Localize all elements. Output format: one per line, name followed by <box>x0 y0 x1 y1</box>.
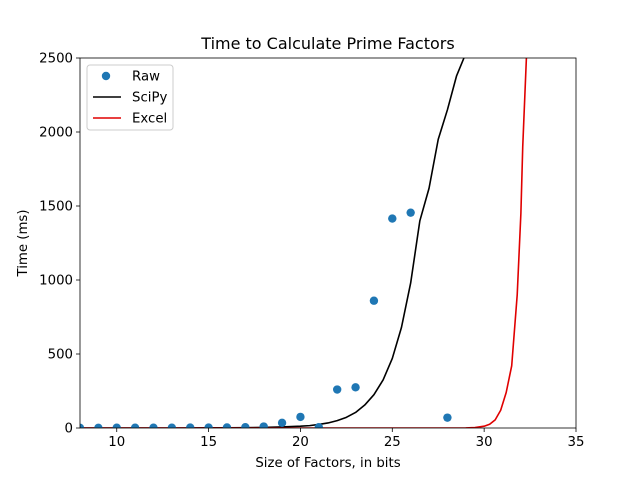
y-tick-label: 500 <box>48 348 73 363</box>
x-tick-label: 15 <box>200 435 217 450</box>
x-tick-label: 30 <box>476 435 493 450</box>
x-tick-label: 25 <box>384 435 401 450</box>
data-point <box>277 418 287 428</box>
data-point <box>112 423 121 428</box>
data-point <box>130 423 140 428</box>
data-point <box>94 423 103 428</box>
legend-label: Raw <box>132 70 160 85</box>
x-axis-label: Size of Factors, in bits <box>255 456 400 471</box>
data-point <box>186 423 195 428</box>
data-point <box>167 423 177 428</box>
data-point <box>443 413 452 422</box>
data-point <box>369 296 379 305</box>
y-tick-label: 1000 <box>39 274 73 289</box>
y-tick-label: 1500 <box>39 200 73 215</box>
x-tick-label: 10 <box>108 435 125 450</box>
legend: Raw SciPy Excel <box>86 64 174 131</box>
y-tick-label: 0 <box>65 422 73 437</box>
series-line-excel <box>80 58 528 428</box>
data-point <box>406 208 415 217</box>
axes-frame <box>79 57 577 429</box>
x-tick-label: 35 <box>568 435 585 450</box>
x-axis: 10 15 20 25 30 35 <box>108 428 584 450</box>
data-point <box>388 214 397 223</box>
plot-area <box>80 58 528 428</box>
data-point <box>241 423 250 428</box>
data-point <box>296 412 305 422</box>
data-point <box>149 423 158 428</box>
y-axis-label: Time (ms) <box>16 209 31 277</box>
data-point <box>204 423 213 428</box>
legend-marker-raw <box>101 71 111 81</box>
data-point <box>222 423 232 428</box>
data-point <box>259 422 268 428</box>
data-point <box>314 423 324 428</box>
data-point <box>351 383 360 392</box>
y-axis: 0 500 1000 1500 2000 2500 <box>39 52 80 437</box>
series-line-scipy <box>80 58 465 428</box>
data-point <box>80 423 85 428</box>
x-tick-label: 20 <box>292 435 309 450</box>
legend-label: Excel <box>132 112 167 127</box>
legend-box <box>86 64 174 131</box>
legend-label: SciPy <box>132 91 167 106</box>
y-tick-label: 2500 <box>39 52 73 67</box>
chart-title: Time to Calculate Prime Factors <box>200 34 454 53</box>
data-point <box>332 385 342 394</box>
y-tick-label: 2000 <box>39 126 73 141</box>
